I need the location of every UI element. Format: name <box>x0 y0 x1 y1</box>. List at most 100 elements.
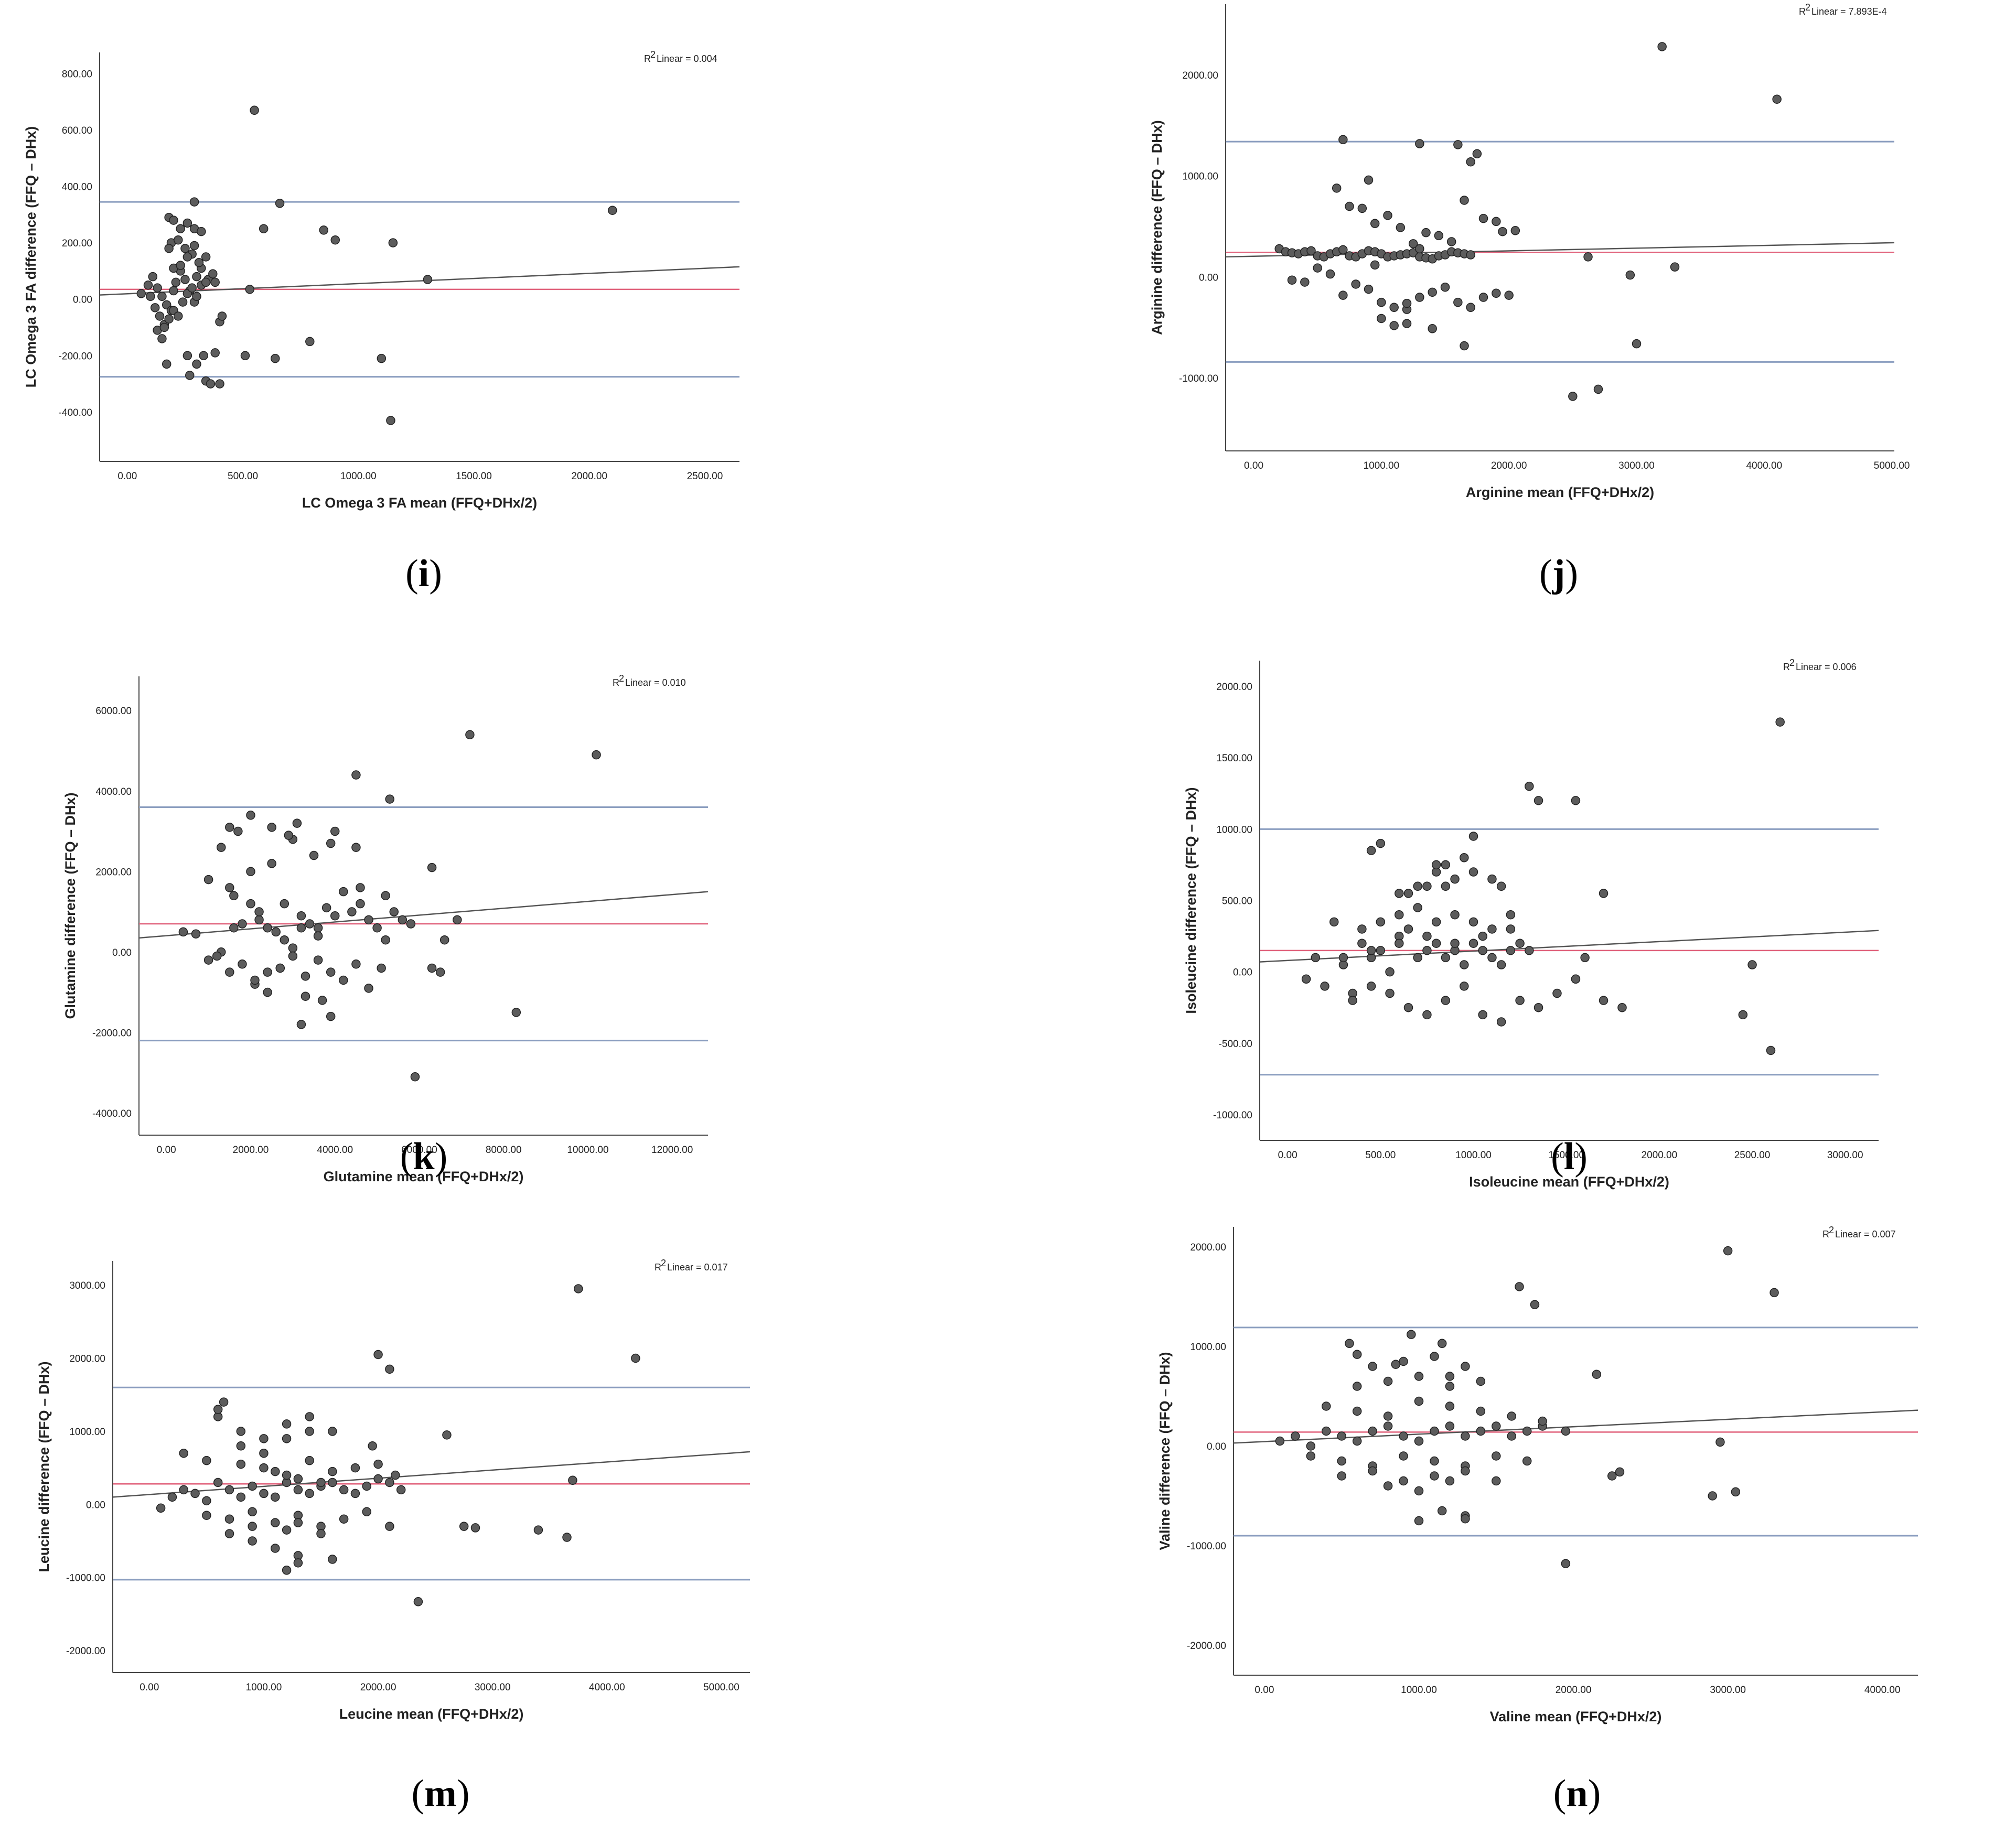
y-tick-label: 1000.00 <box>1190 1342 1226 1353</box>
data-point <box>1348 996 1357 1005</box>
data-point <box>368 1441 377 1451</box>
data-point <box>1492 1421 1501 1431</box>
data-point <box>267 823 276 832</box>
data-point <box>1431 917 1441 927</box>
data-point <box>1377 297 1386 307</box>
data-point <box>511 1008 521 1017</box>
panel-label: (l) <box>1551 1135 1588 1178</box>
data-point <box>1580 953 1590 963</box>
data-point <box>1466 250 1475 260</box>
data-point <box>194 258 204 267</box>
data-point <box>1364 175 1374 185</box>
y-tick-label: 600.00 <box>62 125 92 136</box>
data-point <box>1530 1300 1540 1309</box>
data-point <box>1492 1451 1501 1461</box>
data-point <box>1552 988 1562 998</box>
data-point <box>1414 1372 1424 1381</box>
data-point <box>229 891 239 901</box>
data-point <box>1345 201 1354 211</box>
r2-value: Linear = 0.006 <box>1796 662 1857 672</box>
data-point <box>213 1478 223 1487</box>
data-point <box>1445 1476 1455 1486</box>
data-point <box>1352 1406 1362 1416</box>
data-point <box>1476 1406 1486 1416</box>
data-point <box>1338 290 1348 300</box>
data-point <box>1445 1401 1455 1411</box>
data-point <box>562 1533 572 1542</box>
data-point <box>1366 846 1376 855</box>
x-tick-label: 4000.00 <box>589 1682 625 1693</box>
r2-superscript: 2 <box>1805 2 1810 13</box>
data-point <box>1306 1451 1316 1461</box>
data-point <box>305 919 315 929</box>
data-point <box>568 1475 577 1485</box>
data-point <box>1428 287 1437 297</box>
data-point <box>169 286 178 296</box>
y-tick-label: -1000.00 <box>1179 373 1218 384</box>
data-point <box>263 987 272 997</box>
panel-j: 0.00 1000.00 2000.00 3000.00 4000.00 5000.00 -… <box>1008 0 2016 595</box>
data-point <box>1478 293 1488 302</box>
y-tick-label: -500.00 <box>1219 1039 1252 1050</box>
data-point <box>313 923 323 933</box>
data-point <box>192 292 201 301</box>
x-tick-label: 5000.00 <box>1874 460 1910 471</box>
data-point <box>245 285 255 294</box>
y-tick-label: 1000.00 <box>1216 824 1252 835</box>
data-point <box>280 899 289 909</box>
x-tick-label: 6000.00 <box>401 1145 437 1156</box>
data-point <box>1715 1437 1725 1447</box>
data-point <box>351 770 361 780</box>
data-point <box>313 931 323 941</box>
data-point <box>156 1503 166 1513</box>
data-point <box>1337 1471 1346 1481</box>
x-tick-label: 12000.00 <box>651 1145 693 1156</box>
data-point <box>301 972 310 981</box>
data-point <box>1515 939 1525 948</box>
panel-n: 0.00 1000.00 2000.00 3000.00 4000.00 -2000.00… <box>1008 1222 2016 1815</box>
data-point <box>396 1485 406 1495</box>
data-point <box>1731 1487 1741 1497</box>
y-tick-label: -1000.00 <box>1187 1541 1226 1552</box>
data-point <box>330 826 340 836</box>
data-point <box>143 281 153 290</box>
data-point <box>1468 867 1478 877</box>
data-point <box>1468 832 1478 841</box>
y-tick-label: 1500.00 <box>1216 753 1252 764</box>
x-tick-label: 2500.00 <box>1734 1150 1771 1161</box>
data-point <box>1478 946 1487 955</box>
data-point <box>192 359 201 369</box>
data-point <box>1396 223 1406 232</box>
y-tick-label: 0.00 <box>73 295 92 306</box>
data-point <box>1376 838 1386 848</box>
data-point <box>1506 946 1516 955</box>
data-point <box>1534 1002 1543 1012</box>
data-point <box>1506 924 1516 934</box>
chart-k: 0.00 2000.00 4000.00 6000.00 8000.00 10000.00… <box>62 673 709 1184</box>
data-point <box>254 915 264 925</box>
data-point <box>1368 1466 1377 1476</box>
data-point <box>293 1485 303 1495</box>
data-point <box>180 244 190 253</box>
data-point <box>1291 1431 1300 1441</box>
data-point <box>631 1353 640 1363</box>
data-point <box>202 1496 211 1506</box>
data-point <box>210 348 220 358</box>
data-point <box>1468 939 1478 948</box>
x-tick-label: 2000.00 <box>571 471 607 482</box>
data-point <box>208 269 218 279</box>
x-tick-label: 10000.00 <box>567 1145 608 1156</box>
data-point <box>439 935 449 945</box>
data-point <box>185 371 195 380</box>
data-point <box>246 899 255 909</box>
data-point <box>1352 1436 1362 1446</box>
data-point <box>282 1525 292 1535</box>
data-point <box>373 1459 383 1469</box>
data-point <box>1320 982 1329 991</box>
data-point <box>1450 910 1460 920</box>
data-point <box>189 197 199 207</box>
x-tick-label: 4000.00 <box>317 1145 353 1156</box>
y-tick-label: -2000.00 <box>66 1646 105 1657</box>
r2-symbol: R <box>613 677 619 688</box>
